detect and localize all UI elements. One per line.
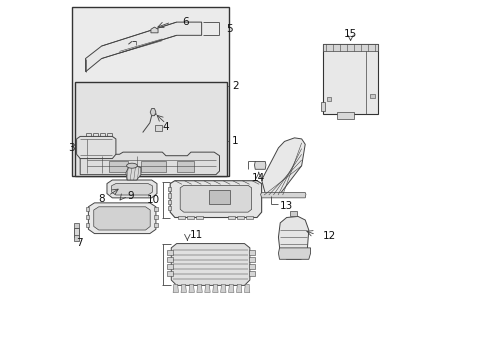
Ellipse shape [126, 163, 137, 168]
Text: 15: 15 [343, 28, 357, 39]
Polygon shape [261, 138, 305, 196]
Bar [141, 161, 165, 172]
Polygon shape [188, 284, 194, 293]
Text: 4: 4 [163, 122, 169, 132]
Bar [86, 223, 89, 227]
Bar [323, 44, 378, 51]
Polygon shape [278, 248, 310, 259]
Polygon shape [290, 211, 297, 216]
Bar [228, 216, 234, 219]
Bar [196, 216, 203, 219]
Bar [167, 257, 172, 262]
Polygon shape [173, 284, 178, 293]
Bar [108, 161, 128, 172]
Bar [248, 257, 254, 262]
Bar [246, 216, 252, 219]
Polygon shape [94, 207, 150, 230]
Polygon shape [171, 244, 249, 285]
Text: 9: 9 [127, 191, 134, 201]
Bar [167, 206, 171, 210]
Bar [323, 44, 378, 114]
Polygon shape [85, 22, 201, 72]
Bar [248, 271, 254, 276]
Text: 1: 1 [231, 136, 238, 146]
Text: 14: 14 [252, 173, 265, 183]
Polygon shape [244, 284, 249, 293]
Bar [74, 223, 79, 228]
Polygon shape [254, 161, 265, 169]
Bar [74, 235, 79, 241]
Bar [167, 264, 172, 269]
Polygon shape [197, 284, 202, 293]
Bar [75, 82, 226, 176]
Polygon shape [80, 152, 219, 175]
Text: 5: 5 [225, 23, 232, 33]
Polygon shape [74, 228, 80, 237]
Bar [248, 264, 254, 269]
Bar [248, 250, 254, 255]
Bar [86, 207, 89, 211]
Text: 12: 12 [322, 231, 335, 241]
Bar [167, 200, 171, 204]
Bar [154, 207, 158, 211]
Bar [176, 161, 194, 172]
Text: 10: 10 [146, 195, 160, 204]
Polygon shape [260, 193, 305, 198]
Bar [167, 250, 172, 255]
Bar [326, 97, 330, 102]
Bar [320, 103, 324, 111]
Bar [187, 216, 193, 219]
Bar [155, 125, 162, 131]
Polygon shape [204, 284, 210, 293]
Text: 3: 3 [68, 143, 75, 153]
Bar [178, 216, 184, 219]
Bar [167, 193, 171, 198]
Bar [369, 94, 374, 98]
Polygon shape [150, 109, 156, 116]
Polygon shape [88, 203, 156, 234]
Bar [237, 216, 244, 219]
Polygon shape [181, 284, 186, 293]
Bar [154, 215, 158, 219]
Bar [208, 190, 230, 204]
Bar [167, 187, 171, 191]
Polygon shape [212, 284, 218, 293]
Text: 13: 13 [280, 201, 293, 211]
Polygon shape [180, 185, 251, 212]
Bar [336, 112, 353, 118]
Polygon shape [170, 181, 261, 217]
Polygon shape [278, 216, 308, 259]
Bar [154, 223, 158, 227]
Polygon shape [228, 284, 233, 293]
Text: 6: 6 [182, 17, 188, 27]
Polygon shape [77, 136, 116, 158]
Polygon shape [107, 180, 157, 198]
Polygon shape [151, 27, 158, 33]
Polygon shape [236, 284, 242, 293]
Text: 8: 8 [98, 194, 104, 204]
Bar [167, 271, 172, 276]
Text: 7: 7 [77, 238, 83, 248]
Polygon shape [125, 166, 141, 180]
Text: 2: 2 [231, 81, 238, 91]
Bar [86, 215, 89, 219]
Polygon shape [111, 184, 152, 195]
Text: 11: 11 [190, 230, 203, 240]
Bar [72, 7, 229, 176]
Polygon shape [220, 284, 225, 293]
